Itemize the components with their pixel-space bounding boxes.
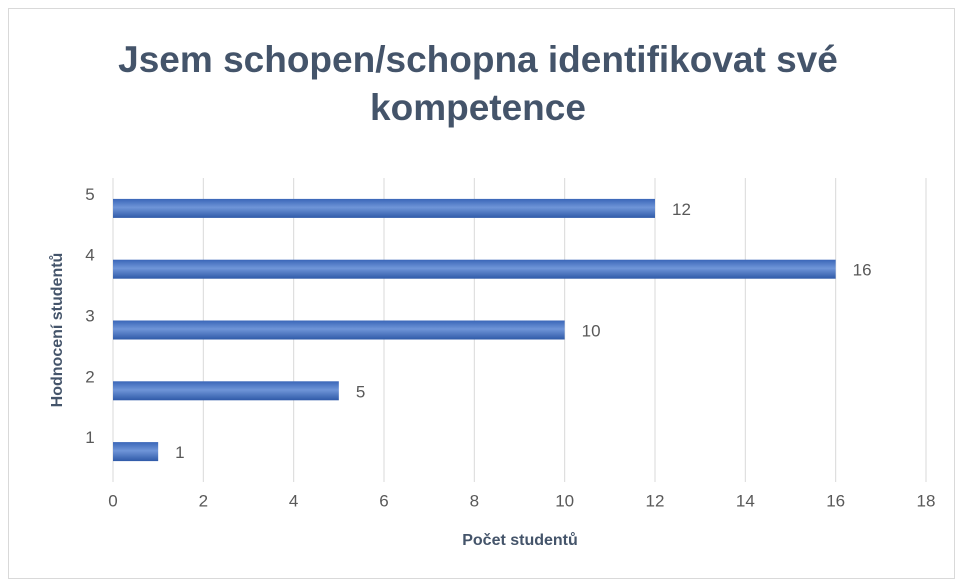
data-label: 16: [853, 261, 872, 280]
x-tick-label: 12: [646, 491, 665, 510]
bar: [113, 320, 565, 340]
data-label: 5: [356, 382, 365, 401]
chart-border: [8, 8, 955, 579]
bar: [113, 381, 339, 401]
x-tick-label: 18: [917, 491, 936, 510]
x-tick-label: 10: [555, 491, 574, 510]
y-tick-label: 5: [85, 185, 94, 204]
y-tick-label: 1: [85, 428, 94, 447]
bar: [113, 442, 159, 462]
y-tick-label: 2: [85, 367, 94, 386]
data-label: 1: [175, 443, 184, 462]
x-tick-label: 0: [108, 491, 117, 510]
x-tick-label: 8: [470, 491, 479, 510]
x-tick-label: 2: [199, 491, 208, 510]
y-tick-label: 4: [85, 246, 94, 265]
bar: [113, 198, 655, 218]
chart-title: Jsem schopen/schopna identifikovat své k…: [118, 39, 838, 128]
data-label: 10: [582, 321, 601, 340]
x-tick-label: 6: [379, 491, 388, 510]
bar: [113, 259, 836, 279]
x-tick-label: 14: [736, 491, 755, 510]
x-tick-label: 4: [289, 491, 298, 510]
x-axis-title: Počet studentů: [462, 532, 578, 549]
y-axis-title: Hodnocení studentů: [49, 253, 66, 408]
y-tick-label: 3: [85, 306, 94, 325]
data-label: 12: [672, 200, 691, 219]
x-tick-label: 16: [826, 491, 845, 510]
